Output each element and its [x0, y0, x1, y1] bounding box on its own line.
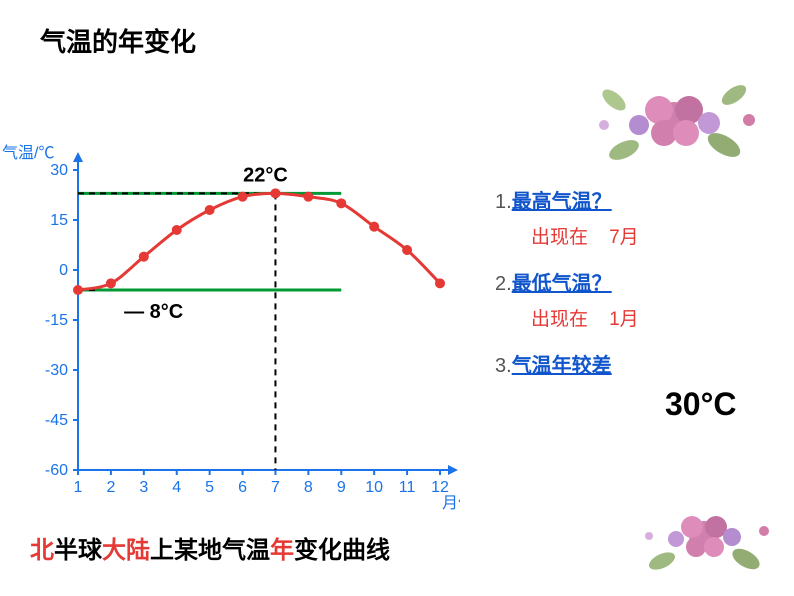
svg-text:气温/℃: 气温/℃: [2, 144, 54, 162]
q1-number: 1.: [495, 191, 512, 213]
svg-text:10: 10: [365, 479, 383, 496]
answer-2: 出现在 1月: [531, 304, 794, 331]
qa-panel: 1.最高气温？ 出现在 7月 2.最低气温？ 出现在 1月 3.气温年较差 30…: [495, 185, 794, 423]
q3-text: 气温年较差: [512, 355, 612, 377]
svg-text:— 8°C: — 8°C: [124, 301, 183, 323]
svg-text:6: 6: [238, 479, 247, 496]
svg-text:0: 0: [59, 262, 68, 279]
svg-text:3: 3: [139, 479, 148, 496]
svg-text:30: 30: [50, 162, 68, 179]
svg-text:9: 9: [337, 479, 346, 496]
question-3: 3.气温年较差: [495, 349, 794, 378]
chart-caption: 北半球大陆上某地气温年变化曲线: [30, 530, 390, 565]
q3-number: 3.: [495, 355, 512, 377]
svg-text:-60: -60: [45, 462, 68, 479]
q2-text: 最低气温？: [512, 273, 612, 295]
q2-number: 2.: [495, 273, 512, 295]
caption-part: 上某地气温: [150, 537, 270, 564]
caption-part: 半球: [54, 537, 102, 564]
caption-part: 北: [30, 537, 54, 564]
svg-text:15: 15: [50, 212, 68, 229]
q1-text: 最高气温？: [512, 191, 612, 213]
svg-text:-45: -45: [45, 412, 68, 429]
svg-text:12: 12: [431, 479, 449, 496]
svg-text:11: 11: [399, 479, 416, 496]
caption-part: 变化曲线: [294, 537, 390, 564]
flower-decor-bottom: [614, 481, 784, 591]
svg-text:7: 7: [271, 479, 280, 496]
caption-part: 年: [270, 537, 294, 564]
caption-part: 大陆: [102, 537, 150, 564]
svg-text:8: 8: [304, 479, 313, 496]
svg-text:-15: -15: [45, 312, 68, 329]
svg-text:月份: 月份: [442, 494, 460, 510]
question-2: 2.最低气温？: [495, 267, 794, 296]
temperature-chart: 气温/℃30150-15-30-45-60123456789101112月份22…: [0, 140, 460, 510]
answer-1: 出现在 7月: [531, 222, 794, 249]
svg-text:4: 4: [172, 479, 181, 496]
svg-text:2: 2: [106, 479, 115, 496]
page-title: 气温的年变化: [40, 22, 196, 59]
question-1: 1.最高气温？: [495, 185, 794, 214]
svg-text:1: 1: [74, 479, 83, 496]
flower-decor-top: [564, 55, 784, 185]
annual-range-value: 30°C: [665, 386, 794, 423]
svg-text:5: 5: [205, 479, 214, 496]
svg-text:-30: -30: [45, 362, 68, 379]
svg-text:22°C: 22°C: [243, 164, 288, 186]
